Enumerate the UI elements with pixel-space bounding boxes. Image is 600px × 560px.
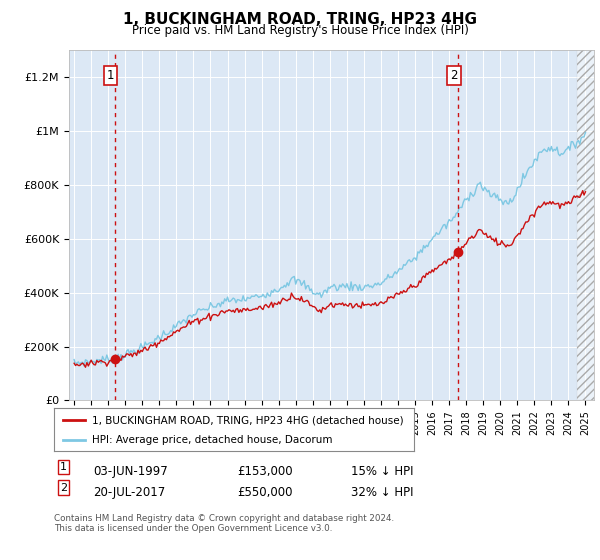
Text: £550,000: £550,000	[237, 486, 293, 498]
Text: HPI: Average price, detached house, Dacorum: HPI: Average price, detached house, Daco…	[92, 435, 332, 445]
Text: 03-JUN-1997: 03-JUN-1997	[93, 465, 168, 478]
Text: £153,000: £153,000	[237, 465, 293, 478]
Text: 2: 2	[450, 69, 458, 82]
Bar	[577, 50, 600, 400]
Text: 1: 1	[60, 462, 67, 472]
Text: 1, BUCKINGHAM ROAD, TRING, HP23 4HG: 1, BUCKINGHAM ROAD, TRING, HP23 4HG	[123, 12, 477, 27]
Text: 20-JUL-2017: 20-JUL-2017	[93, 486, 165, 498]
Text: 32% ↓ HPI: 32% ↓ HPI	[351, 486, 413, 498]
Text: Contains HM Land Registry data © Crown copyright and database right 2024.
This d: Contains HM Land Registry data © Crown c…	[54, 514, 394, 534]
Text: Price paid vs. HM Land Registry's House Price Index (HPI): Price paid vs. HM Land Registry's House …	[131, 24, 469, 36]
Text: 15% ↓ HPI: 15% ↓ HPI	[351, 465, 413, 478]
Text: 1, BUCKINGHAM ROAD, TRING, HP23 4HG (detached house): 1, BUCKINGHAM ROAD, TRING, HP23 4HG (det…	[92, 415, 403, 425]
Bar	[577, 50, 600, 400]
Text: 1: 1	[107, 69, 115, 82]
Text: 2: 2	[60, 483, 67, 493]
